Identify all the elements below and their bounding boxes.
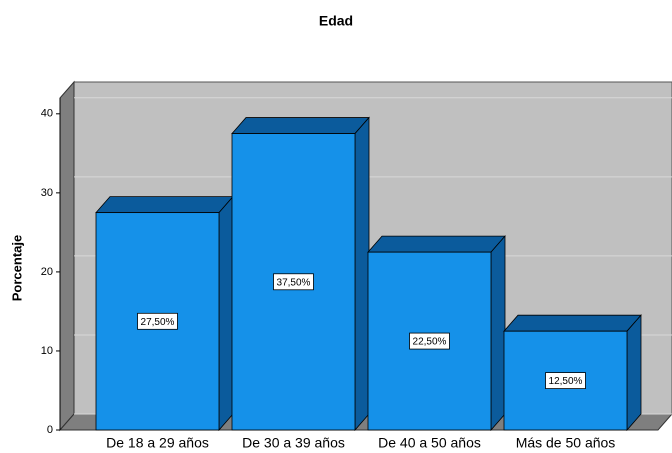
y-tick-label: 30 [41, 187, 53, 199]
y-tick-label: 40 [41, 108, 53, 120]
bar-side [626, 314, 642, 432]
y-tick-label: 10 [41, 345, 53, 357]
chart-title: Edad [319, 13, 353, 29]
x-tick-label: De 30 a 39 años [242, 435, 345, 451]
x-tick-label: De 40 a 50 años [378, 435, 481, 451]
value-label-box [273, 273, 314, 291]
value-label: 27,50% [141, 317, 175, 328]
x-tick-label: De 18 a 29 años [106, 435, 209, 451]
bar-top [367, 235, 506, 253]
bar-top [95, 196, 234, 214]
y-tick-label: 0 [47, 424, 53, 436]
value-label-box [545, 372, 586, 389]
bar-top [231, 117, 370, 134]
bar-side [354, 116, 370, 432]
value-label-box [409, 332, 450, 350]
bar-top [503, 314, 642, 332]
value-label: 12,50% [549, 376, 583, 387]
value-label: 37,50% [277, 277, 311, 288]
y-axis-label: Porcentaje [9, 235, 24, 301]
x-tick-label: Más de 50 años [516, 435, 616, 451]
bar-side [218, 195, 234, 432]
left-wall [59, 80, 75, 432]
value-label: 22,50% [413, 337, 447, 348]
y-tick-label: 20 [41, 266, 53, 278]
bar-side [490, 235, 506, 432]
value-label-box [137, 312, 178, 330]
